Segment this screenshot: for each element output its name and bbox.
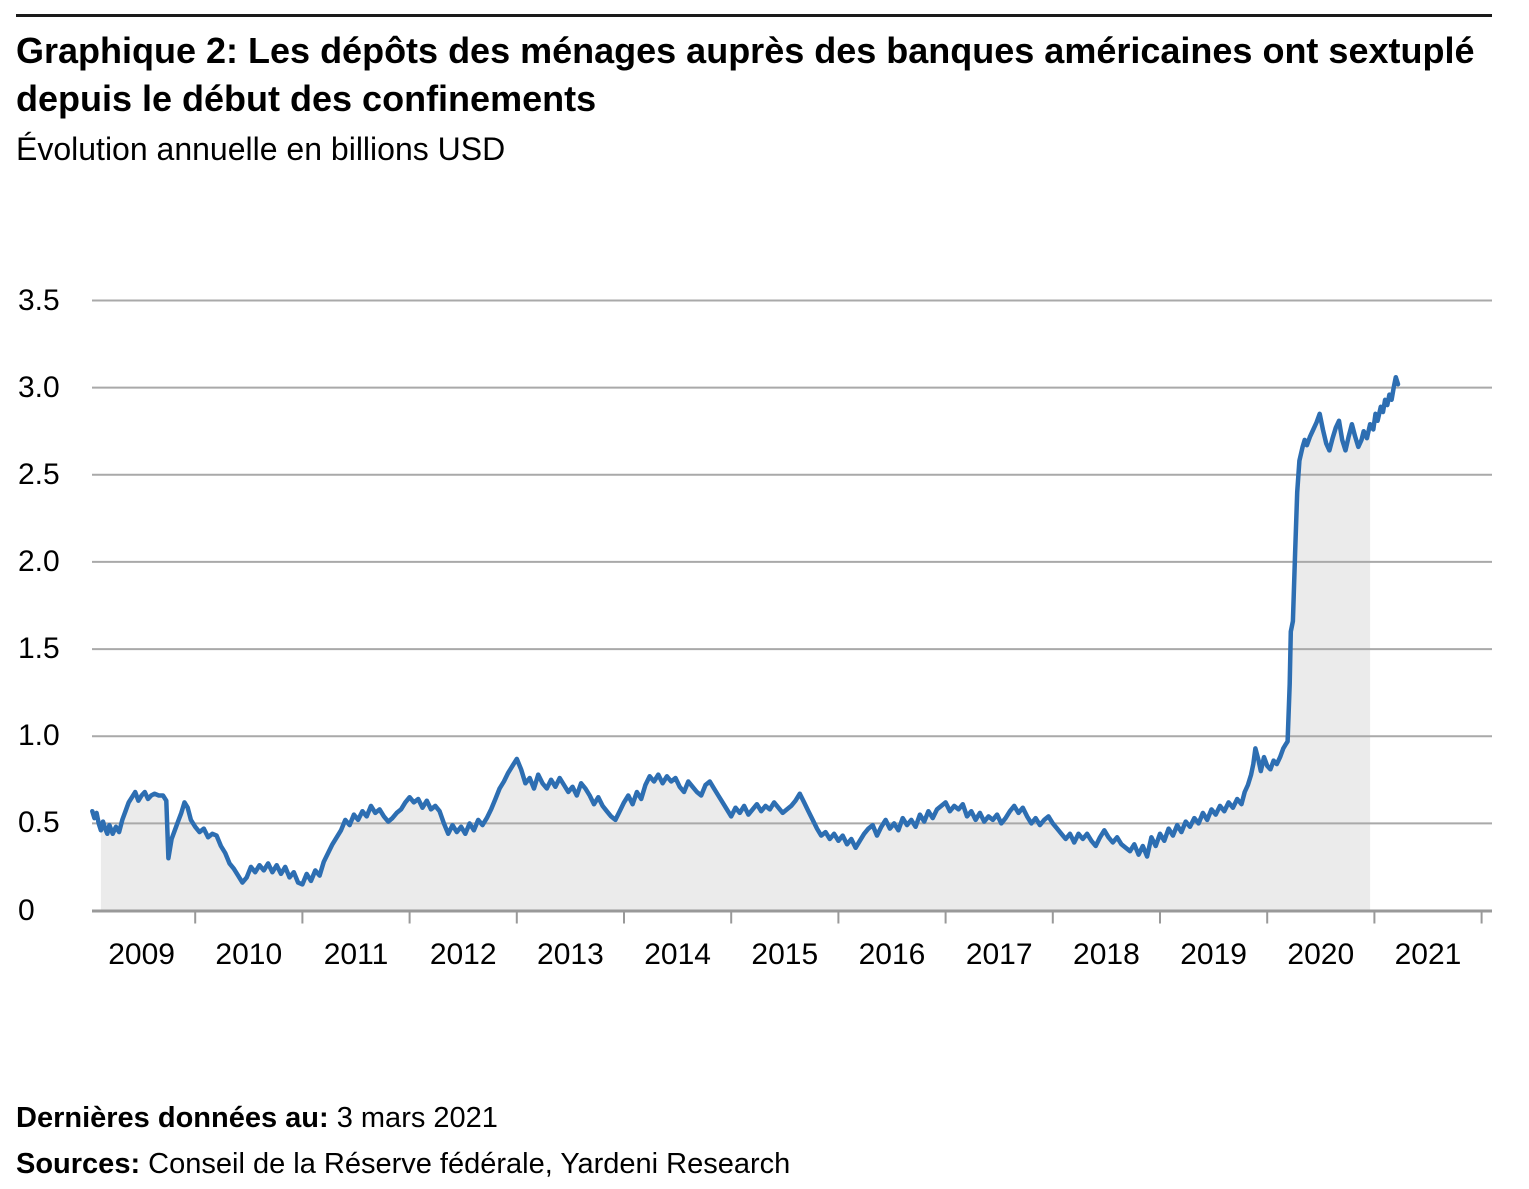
area-fill	[100, 413, 1371, 911]
sources-line: Sources: Conseil de la Réserve fédérale,…	[16, 1141, 790, 1187]
last-data-label: Dernières données au:	[16, 1102, 329, 1134]
x-axis-tick-label: 2011	[323, 938, 389, 971]
x-axis-tick-label: 2018	[1073, 938, 1140, 971]
chart-title: Graphique 2: Les dépôts des ménages aupr…	[16, 30, 1475, 119]
x-axis-tick-label: 2016	[858, 938, 926, 971]
x-axis-tick-label: 2020	[1287, 938, 1355, 971]
y-axis-tick-label: 2.5	[18, 457, 60, 491]
sources-value: Conseil de la Réserve fédérale, Yardeni …	[148, 1148, 791, 1180]
x-axis-tick-label: 2015	[751, 938, 819, 971]
x-axis-tick-label: 2021	[1394, 938, 1462, 971]
x-axis-tick-label: 2013	[537, 938, 604, 971]
x-axis-tick-label: 2009	[108, 938, 175, 971]
last-data-value: 3 mars 2021	[336, 1102, 498, 1134]
chart-subtitle: Évolution annuelle en billions USD	[16, 131, 506, 167]
x-axis-tick-label: 2012	[429, 938, 497, 971]
y-axis-tick-label: 1.5	[18, 632, 60, 666]
last-data-line: Dernières données au: 3 mars 2021	[16, 1095, 790, 1141]
y-axis-tick-label: 2.0	[18, 544, 60, 578]
y-axis-tick-label: 3.0	[18, 370, 60, 404]
deposits-line	[90, 374, 1401, 887]
x-axis-tick-label: 2010	[215, 938, 283, 971]
x-axis-tick-label: 2019	[1180, 938, 1247, 971]
y-axis-tick-label: 0	[18, 893, 35, 927]
y-axis-tick-label: 0.5	[18, 806, 60, 840]
y-axis-tick-label: 1.0	[18, 719, 60, 753]
x-axis-tick-label: 2017	[965, 938, 1033, 971]
chart-footer: Dernières données au: 3 mars 2021 Source…	[16, 1095, 790, 1187]
x-axis-tick-label: 2014	[644, 938, 711, 971]
y-axis-tick-label: 3.5	[18, 283, 60, 317]
sources-label: Sources:	[16, 1148, 141, 1180]
top-rule	[16, 14, 1492, 17]
